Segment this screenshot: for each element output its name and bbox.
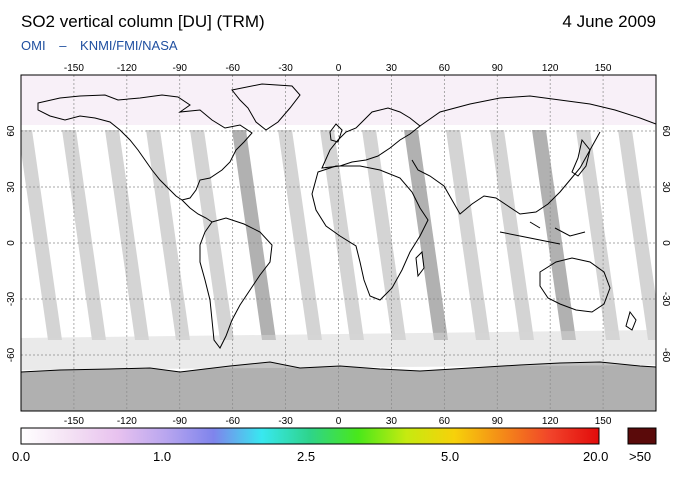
- orbit-gap-swath: [446, 130, 490, 340]
- longitude-tick-label: 30: [386, 416, 398, 427]
- longitude-tick-label: 120: [542, 63, 559, 74]
- longitude-tick-label: -90: [173, 416, 188, 427]
- latitude-tick-label: -60: [660, 348, 671, 363]
- latitude-tick-label: -30: [6, 291, 17, 306]
- longitude-tick-label: 0: [336, 416, 342, 427]
- longitude-tick-label: -30: [278, 63, 293, 74]
- latitude-tick-label: -60: [6, 347, 17, 362]
- orbit-gap-swath: [404, 130, 448, 340]
- orbit-gap-swath: [660, 130, 676, 340]
- orbit-gap-swath: [21, 130, 62, 340]
- asia-coast: [411, 95, 656, 215]
- map-title: SO2 vertical column [DU] (TRM): [21, 12, 265, 31]
- colorbar: [20, 427, 600, 445]
- graticule: [21, 75, 656, 411]
- orbit-gap-swath: [62, 130, 106, 340]
- longitude-tick-label: 150: [595, 63, 612, 74]
- orbit-gap-swath: [232, 130, 276, 340]
- latitude-tick-label: 60: [6, 125, 17, 137]
- new-zealand-coast: [625, 310, 637, 331]
- latitude-tick-label: 60: [660, 125, 671, 137]
- longitude-labels-bottom: -150 -120 -90 -60 -30 0 30 60 90 120 150: [64, 416, 612, 427]
- longitude-tick-label: -150: [64, 63, 84, 74]
- japan-coast: [571, 138, 591, 177]
- orbit-gap-swath: [362, 130, 406, 340]
- credit-line: OMI – KNMI/FMI/NASA: [21, 38, 178, 53]
- europe-coast: [321, 107, 421, 169]
- colorbar-label-1: 1.0: [153, 449, 172, 464]
- north-america-coast: [37, 94, 253, 201]
- south-america-coast: [199, 217, 273, 349]
- colorbar-label-max: 20.0: [583, 449, 609, 464]
- colorbar-label-min: 0.0: [12, 449, 31, 464]
- colorbar-overflow-swatch: [627, 427, 657, 445]
- latitude-tick-label: 0: [6, 240, 17, 246]
- latitude-labels-right: 60 30 0 -30 -60: [660, 125, 671, 362]
- map-frame: [20, 74, 657, 412]
- longitude-tick-label: -60: [225, 63, 240, 74]
- longitude-tick-label: 90: [492, 416, 504, 427]
- madagascar-coast: [415, 250, 425, 278]
- longitude-tick-label: 120: [542, 416, 559, 427]
- orbit-gap-swath: [532, 130, 576, 340]
- longitude-tick-label: 0: [336, 63, 342, 74]
- longitude-tick-label: 60: [439, 63, 451, 74]
- latitude-tick-label: -30: [660, 292, 671, 307]
- africa-coast: [311, 165, 429, 301]
- british-isles-coast: [329, 123, 343, 143]
- longitude-tick-label: 150: [595, 416, 612, 427]
- institutes-label: KNMI/FMI/NASA: [80, 38, 178, 53]
- greenland-coast: [231, 83, 301, 131]
- latitude-labels-left: 60 30 0 -30 -60: [6, 125, 17, 362]
- longitude-tick-label: -150: [64, 416, 84, 427]
- latitude-tick-label: 30: [660, 181, 671, 193]
- map-content: [21, 75, 676, 411]
- longitude-tick-label: -30: [278, 416, 293, 427]
- colorbar-label-3: 5.0: [441, 449, 460, 464]
- colorbar-label-overflow: >50: [629, 449, 652, 464]
- orbit-gap-swath: [190, 130, 234, 340]
- longitude-tick-label: 30: [386, 63, 398, 74]
- orbit-gap-swath: [320, 130, 364, 340]
- longitude-tick-label: 90: [492, 63, 504, 74]
- colorbar-label-2: 2.5: [297, 449, 316, 464]
- indonesia-coast: [499, 221, 586, 245]
- map-date: 4 June 2009: [562, 12, 656, 31]
- longitude-tick-label: -120: [117, 63, 137, 74]
- orbit-gaps: [21, 130, 676, 340]
- orbit-gap-swath: [146, 130, 190, 340]
- longitude-tick-label: -60: [225, 416, 240, 427]
- orbit-gap-swath: [618, 130, 656, 340]
- longitude-tick-label: -120: [117, 416, 137, 427]
- orbit-gap-swath: [278, 130, 322, 340]
- latitude-tick-label: 0: [660, 240, 671, 246]
- latitude-tick-label: 30: [6, 181, 17, 193]
- coastlines: [21, 83, 656, 373]
- longitude-tick-label: 60: [439, 416, 451, 427]
- credit-dash: –: [59, 38, 67, 53]
- antarctica-landmass: [21, 362, 656, 411]
- orbit-gap-swath: [576, 130, 620, 340]
- longitude-tick-label: -90: [173, 63, 188, 74]
- instrument-label: OMI: [21, 38, 46, 53]
- orbit-gap-swath: [490, 130, 534, 340]
- central-america-coast: [181, 199, 213, 223]
- longitude-labels-top: -150 -120 -90 -60 -30 0 30 60 90 120 150: [64, 63, 612, 74]
- australia-coast: [539, 257, 611, 313]
- antarctica-coast: [21, 361, 656, 373]
